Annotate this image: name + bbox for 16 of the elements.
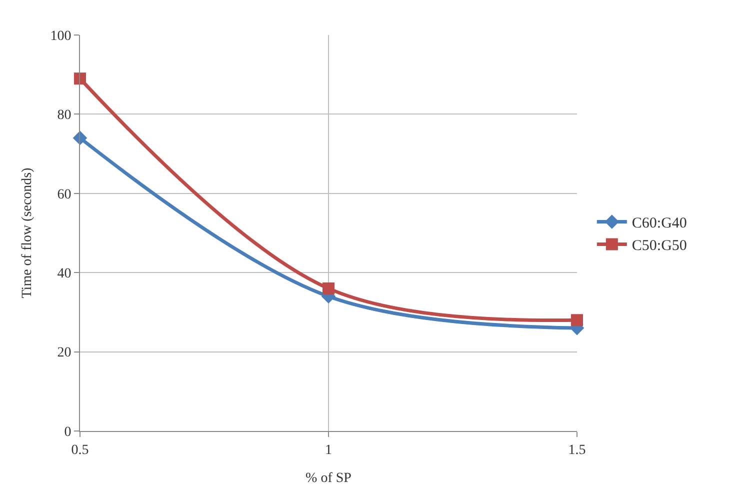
point [571,314,583,326]
y-tick-label: 0 [64,424,72,440]
legend-label: C60:G40 [632,216,687,232]
x-axis-title: % of SP [306,471,352,486]
y-axis-title: Time of flow (seconds) [20,167,35,298]
legend-label: C50:G50 [632,238,687,254]
y-tick-label: 80 [57,108,72,124]
point [322,282,334,294]
x-tick-label: 1.5 [568,442,586,458]
x-tick-label: 1 [325,442,332,458]
y-tick-label: 100 [50,28,72,44]
y-tick-label: 60 [57,187,72,202]
y-tick-label: 40 [57,266,72,282]
y-tick-label: 20 [57,346,72,361]
point [74,72,86,85]
x-tick-label: 0.5 [71,442,89,458]
